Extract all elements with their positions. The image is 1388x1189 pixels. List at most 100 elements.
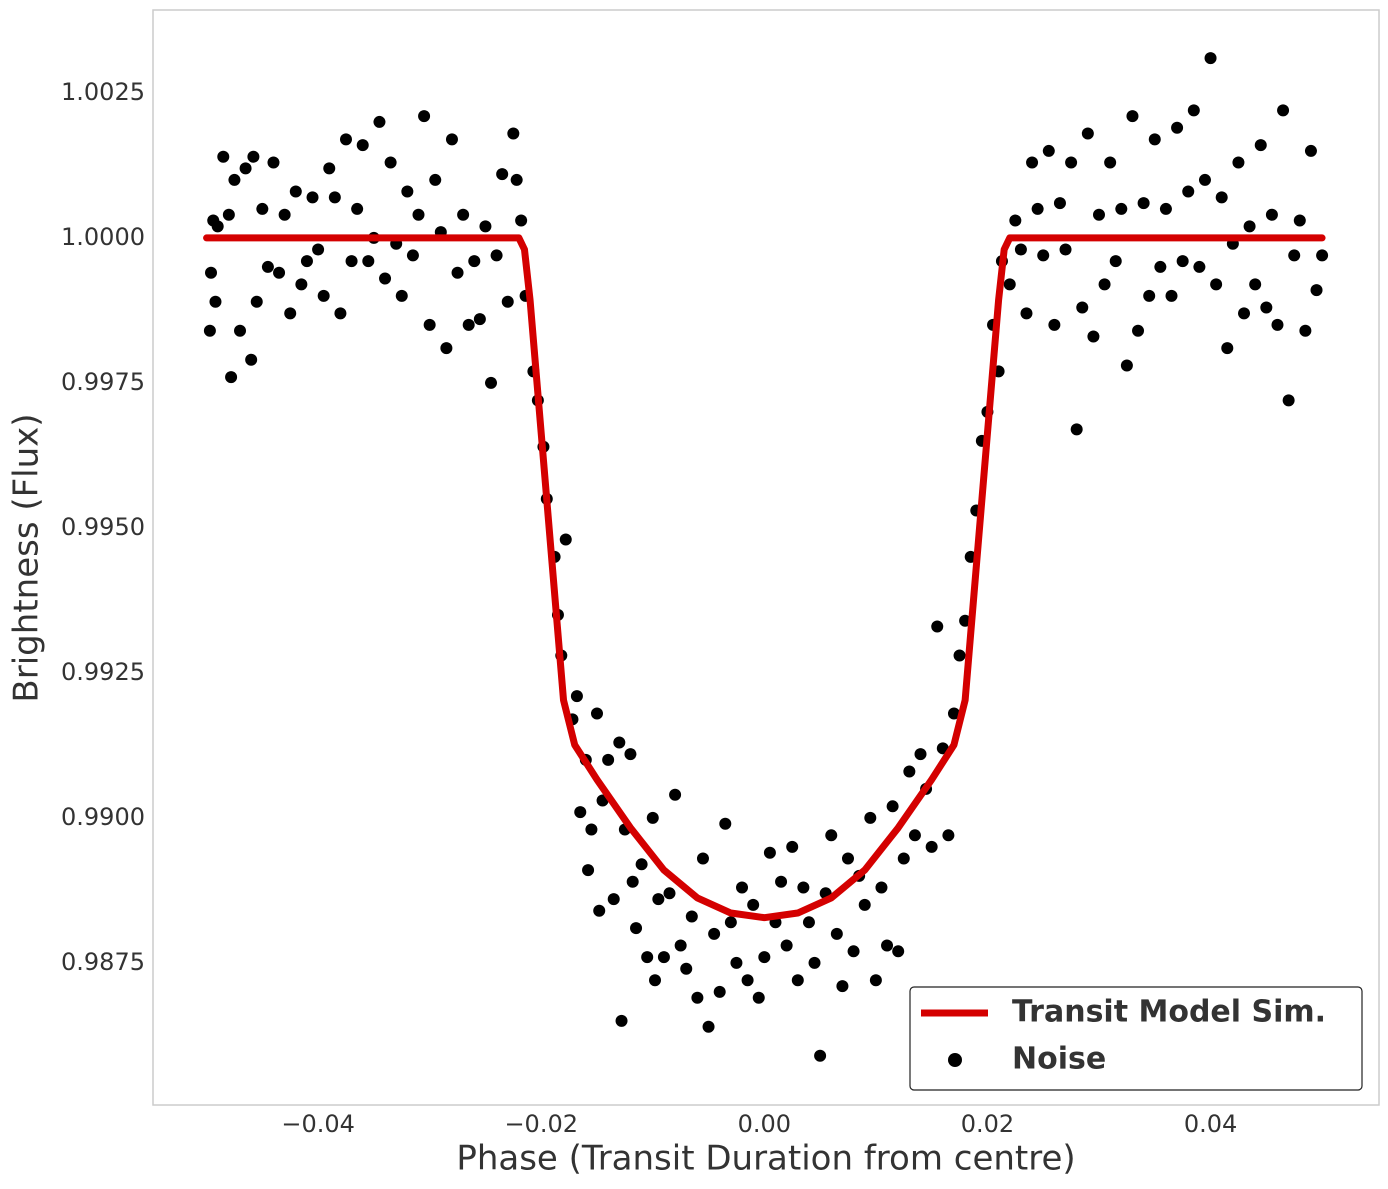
noise-point (574, 806, 587, 819)
noise-point (1299, 324, 1312, 337)
noise-point (1176, 255, 1189, 268)
noise-point (1098, 278, 1111, 291)
noise-point (1187, 104, 1200, 117)
noise-point (423, 318, 436, 331)
y-tick-label: 0.9875 (61, 948, 145, 976)
noise-point (702, 1020, 715, 1033)
noise-point (741, 974, 754, 987)
noise-point (395, 289, 408, 302)
noise-point (875, 881, 888, 894)
noise-point (418, 110, 431, 123)
noise-point (247, 150, 260, 163)
noise-point (457, 208, 470, 221)
noise-point (1193, 260, 1206, 273)
noise-point (635, 858, 648, 871)
noise-point (209, 295, 222, 308)
model-line (203, 234, 1326, 922)
noise-point (624, 748, 637, 761)
noise-point (362, 255, 375, 268)
noise-point (649, 974, 662, 987)
noise-point (1109, 255, 1122, 268)
noise-point (485, 376, 498, 389)
legend-label: Transit Model Sim. (1012, 995, 1326, 1030)
noise-point (724, 916, 737, 929)
noise-point (1026, 156, 1039, 169)
noise-point (797, 881, 810, 894)
noise-point (841, 852, 854, 865)
noise-point (808, 956, 821, 969)
noise-point (1020, 307, 1033, 320)
legend-box (909, 986, 1363, 1091)
noise-point (289, 185, 302, 198)
noise-point (582, 864, 595, 877)
noise-point (473, 313, 486, 326)
noise-point (1132, 324, 1145, 337)
noise-point (345, 255, 358, 268)
noise-point (590, 707, 603, 720)
noise-point (747, 898, 760, 911)
x-tick-label: −0.04 (281, 1110, 355, 1138)
noise-point (674, 939, 687, 952)
noise-point (736, 881, 749, 894)
noise-point (225, 371, 238, 384)
noise-point (1288, 249, 1301, 262)
noise-point (510, 173, 523, 186)
noise-point (1210, 278, 1223, 291)
noise-point (1293, 214, 1306, 227)
noise-point (775, 875, 788, 888)
noise-point (903, 765, 916, 778)
noise-point (836, 980, 849, 993)
noise-point (379, 272, 392, 285)
noise-point (1254, 139, 1267, 152)
x-tick-label: 0.00 (738, 1110, 791, 1138)
noise-point (1249, 278, 1262, 291)
noise-point (373, 115, 386, 128)
noise-point (1053, 197, 1066, 210)
noise-point (295, 278, 308, 291)
noise-point (613, 736, 626, 749)
y-tick-label: 0.9900 (61, 803, 145, 831)
noise-point (892, 945, 905, 958)
noise-point (501, 295, 514, 308)
noise-point (830, 927, 843, 940)
noise-point (1042, 144, 1055, 157)
noise-point (607, 893, 620, 906)
noise-point (1143, 289, 1156, 302)
noise-point (1003, 278, 1016, 291)
noise-point (401, 185, 414, 198)
x-tick-label: −0.02 (504, 1110, 578, 1138)
noise-point (328, 191, 341, 204)
noise-point (1277, 104, 1290, 117)
noise-point (1059, 243, 1072, 256)
noise-point (713, 985, 726, 998)
noise-point (245, 353, 258, 366)
noise-point (814, 1049, 827, 1062)
noise-point (479, 220, 492, 233)
noise-point (312, 243, 325, 256)
noise-point (1310, 284, 1323, 297)
noise-point (203, 324, 216, 337)
noise-point (462, 318, 475, 331)
noise-point (1070, 423, 1083, 436)
noise-point (351, 202, 364, 215)
noise-point (1154, 260, 1167, 273)
noise-point (228, 173, 241, 186)
noise-point (1120, 359, 1133, 372)
noise-point (1232, 156, 1245, 169)
noise-point (559, 533, 572, 546)
noise-point (1182, 185, 1195, 198)
noise-point (1282, 394, 1295, 407)
noise-point (825, 829, 838, 842)
noise-point (908, 829, 921, 842)
noise-point (858, 898, 871, 911)
noise-point (468, 255, 481, 268)
noise-point (496, 168, 509, 181)
noise-point (758, 951, 771, 964)
noise-point (451, 266, 464, 279)
noise-point (593, 904, 606, 917)
legend: Transit Model Sim. Noise (909, 986, 1363, 1091)
noise-point (869, 974, 882, 987)
noise-point (585, 823, 598, 836)
noise-point (626, 875, 639, 888)
noise-point (1204, 52, 1217, 65)
